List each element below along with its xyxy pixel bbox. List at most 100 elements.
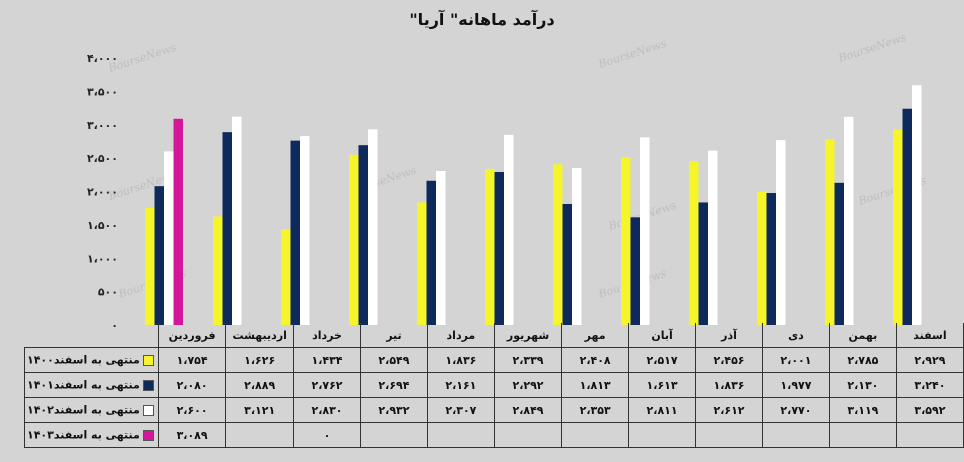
y-tick-label: ۳،۰۰۰ bbox=[87, 119, 118, 132]
data-label bbox=[828, 422, 897, 448]
bar bbox=[290, 140, 300, 325]
legend-swatch bbox=[142, 379, 154, 391]
bar bbox=[766, 193, 776, 325]
category-label: فروردین bbox=[157, 323, 227, 348]
watermark-text: BourseNews bbox=[596, 37, 668, 72]
data-label: ۲،۵۴۹ bbox=[359, 347, 428, 373]
data-label: ۱،۴۳۴ bbox=[293, 347, 361, 373]
data-label: ۲،۳۰۷ bbox=[426, 397, 495, 423]
bar bbox=[232, 116, 242, 325]
data-label: ۲،۴۵۶ bbox=[695, 347, 763, 373]
bar bbox=[912, 85, 922, 325]
data-label: ۳،۰۸۹ bbox=[157, 422, 227, 448]
category-label: بهمن bbox=[828, 323, 897, 348]
bar bbox=[300, 136, 310, 325]
bar bbox=[485, 168, 495, 325]
bar bbox=[621, 156, 631, 325]
bar bbox=[698, 202, 708, 325]
data-label: ۱،۷۵۴ bbox=[157, 347, 227, 373]
data-label: ۲،۴۰۸ bbox=[561, 347, 630, 373]
data-label: ۲،۷۶۲ bbox=[293, 372, 361, 398]
bar bbox=[154, 186, 164, 325]
data-label bbox=[225, 422, 295, 448]
data-label: ۳،۵۹۲ bbox=[895, 397, 964, 423]
category-label: تیر bbox=[359, 323, 428, 348]
y-tick-label: ۰ bbox=[111, 319, 118, 332]
bar bbox=[222, 132, 232, 325]
bar bbox=[834, 182, 844, 325]
legend-entry: منتهی به اسفند۱۴۰۳ bbox=[24, 422, 159, 448]
category-label: اردیبهشت bbox=[225, 323, 295, 348]
data-label: ۲،۷۷۰ bbox=[761, 397, 830, 423]
data-label: ۱،۸۳۶ bbox=[426, 347, 495, 373]
y-tick-label: ۱،۵۰۰ bbox=[87, 219, 118, 232]
category-label: دی bbox=[761, 323, 830, 348]
category-label: شهریور bbox=[493, 323, 563, 348]
data-label bbox=[628, 422, 697, 448]
bar bbox=[689, 161, 699, 325]
bar bbox=[145, 207, 155, 325]
data-label: ۲،۸۱۱ bbox=[628, 397, 697, 423]
data-label: ۰ bbox=[293, 422, 361, 448]
y-tick-label: ۵۰۰ bbox=[98, 286, 118, 299]
data-label bbox=[359, 422, 428, 448]
bar bbox=[776, 140, 786, 325]
y-tick-label: ۱،۰۰۰ bbox=[87, 252, 118, 265]
bar bbox=[562, 203, 572, 325]
series-row: منتهی به اسفند۱۴۰۲ ۲،۶۰۰ ۳،۱۲۱ ۲،۸۳۰ ۲،۹۳۲ ۲،… bbox=[24, 397, 964, 423]
data-label bbox=[426, 422, 495, 448]
data-label: ۲،۰۰۱ bbox=[761, 347, 830, 373]
legend-swatch bbox=[142, 429, 154, 441]
legend-label: منتهی به اسفند۱۴۰۲ bbox=[27, 403, 140, 417]
legend-entry: منتهی به اسفند۱۴۰۲ bbox=[24, 397, 159, 423]
category-label: آذر bbox=[695, 323, 763, 348]
data-label: ۲،۳۵۳ bbox=[561, 397, 630, 423]
data-label: ۲،۹۲۹ bbox=[895, 347, 964, 373]
bar bbox=[417, 202, 427, 325]
category-label: مهر bbox=[561, 323, 630, 348]
data-label: ۲،۱۳۰ bbox=[828, 372, 897, 398]
y-axis: ۰ ۵۰۰ ۱،۰۰۰ ۱،۵۰۰ ۲،۰۰۰ ۲،۵۰۰ ۳،۰۰۰ ۳،۵۰۰ ۴،۰۰۰ bbox=[87, 52, 118, 332]
bar bbox=[368, 129, 378, 325]
bar bbox=[572, 167, 582, 325]
data-label: ۱،۸۱۳ bbox=[561, 372, 630, 398]
watermark-text: BourseNews bbox=[836, 31, 908, 66]
data-label: ۱،۹۷۷ bbox=[761, 372, 830, 398]
bar bbox=[426, 180, 436, 325]
bar bbox=[844, 116, 854, 325]
data-label bbox=[895, 422, 964, 448]
y-tick-label: ۲،۰۰۰ bbox=[87, 186, 118, 199]
y-tick-label: ۴،۰۰۰ bbox=[87, 52, 118, 65]
bar bbox=[504, 134, 514, 325]
legend-label: منتهی به اسفند۱۴۰۱ bbox=[27, 378, 140, 392]
bar bbox=[630, 217, 640, 325]
data-label: ۲،۱۶۱ bbox=[426, 372, 495, 398]
data-label: ۲،۶۱۲ bbox=[695, 397, 763, 423]
bar bbox=[640, 137, 650, 325]
bar bbox=[893, 129, 903, 325]
category-label: آبان bbox=[628, 323, 697, 348]
data-label bbox=[561, 422, 630, 448]
legend-swatch bbox=[142, 404, 154, 416]
data-table: فروردین اردیبهشت خرداد تیر مرداد شهریور مهر آبا… bbox=[24, 323, 964, 448]
chart-title: درآمد ماهانه" آریا" bbox=[409, 10, 555, 29]
series-row: منتهی به اسفند۱۴۰۱ ۲،۰۸۰ ۲،۸۸۹ ۲،۷۶۲ ۲،۶۹۴ ۲،… bbox=[24, 372, 964, 398]
data-label: ۲،۷۸۵ bbox=[828, 347, 897, 373]
bar bbox=[553, 164, 563, 325]
data-label: ۲،۲۹۲ bbox=[493, 372, 563, 398]
y-tick-label: ۳،۵۰۰ bbox=[87, 85, 118, 98]
data-label: ۱،۶۱۳ bbox=[628, 372, 697, 398]
data-label: ۳،۲۴۰ bbox=[895, 372, 964, 398]
data-label: ۲،۶۰۰ bbox=[157, 397, 227, 423]
category-label: خرداد bbox=[293, 323, 361, 348]
data-label: ۲،۹۳۲ bbox=[359, 397, 428, 423]
bar bbox=[757, 191, 767, 325]
table-corner bbox=[25, 323, 159, 348]
series-row: منتهی به اسفند۱۴۰۳ ۳،۰۸۹ ۰ bbox=[24, 422, 964, 448]
bars-layer bbox=[145, 85, 922, 325]
data-label bbox=[761, 422, 830, 448]
category-header-row: فروردین اردیبهشت خرداد تیر مرداد شهریور مهر آبا… bbox=[25, 323, 964, 348]
data-label bbox=[695, 422, 763, 448]
bar bbox=[436, 171, 446, 325]
